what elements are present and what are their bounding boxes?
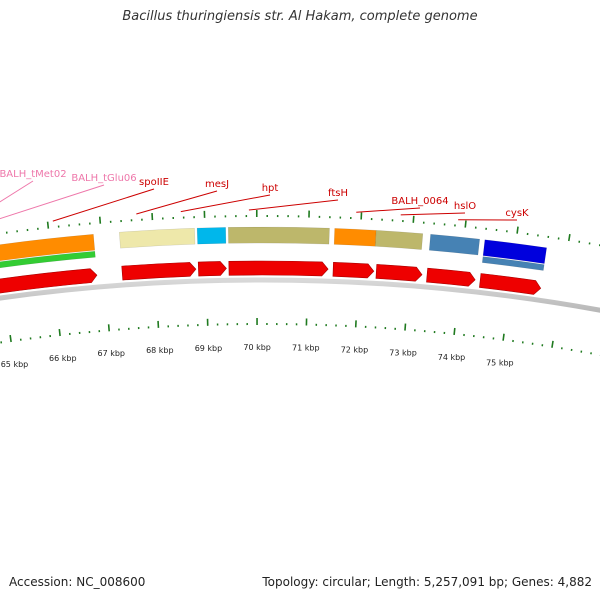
cds-arrow bbox=[0, 268, 98, 294]
scale-tick bbox=[9, 334, 12, 343]
domain-band bbox=[482, 239, 547, 264]
label-leader-line bbox=[136, 190, 218, 215]
feature-labels: BALH_tMet02 BALH_tGlu06 spoIIE mesJ hpt ftsH B… bbox=[0, 169, 529, 222]
scale-tick bbox=[46, 221, 50, 229]
scale-label: 66 kbp bbox=[49, 354, 77, 363]
cds-arrow bbox=[121, 262, 197, 281]
feature-label: ftsH bbox=[328, 188, 348, 199]
scale-label: 65 kbp bbox=[1, 360, 29, 369]
scale-labels: 65 kbp 66 kbp 67 kbp 68 kbp 69 kbp 70 kbp 71 k… bbox=[1, 343, 514, 369]
genome-summary-text: Topology: circular; Length: 5,257,091 bp… bbox=[262, 575, 592, 589]
feature-label: mesJ bbox=[205, 179, 229, 190]
scale-tick bbox=[404, 323, 407, 331]
genome-backbone bbox=[0, 277, 600, 313]
domain-band bbox=[227, 226, 330, 245]
domain-band bbox=[333, 228, 377, 247]
scale-tick bbox=[453, 327, 456, 336]
cds-arrow bbox=[375, 264, 423, 282]
accession-text: Accession: NC_008600 bbox=[9, 575, 146, 589]
label-leader-line bbox=[52, 188, 155, 222]
scale-tick bbox=[567, 234, 571, 242]
feature-label: hpt bbox=[262, 183, 279, 194]
domain-band bbox=[0, 234, 96, 262]
label-leader-line bbox=[356, 207, 421, 213]
cds-arrow bbox=[479, 273, 542, 295]
scale-label: 70 kbp bbox=[243, 343, 271, 352]
domain-band bbox=[428, 234, 480, 256]
scale-label: 67 kbp bbox=[98, 349, 126, 358]
feature-label: cysK bbox=[505, 208, 529, 219]
scale-label: 69 kbp bbox=[195, 344, 223, 353]
outer-tick-ring bbox=[5, 210, 600, 247]
domain-band bbox=[119, 227, 196, 249]
scale-label: 75 kbp bbox=[486, 358, 514, 367]
cds-arrow bbox=[332, 262, 375, 279]
cds-track bbox=[0, 260, 542, 295]
inner-tick-ring bbox=[0, 318, 600, 356]
cds-arrow bbox=[197, 261, 227, 277]
cds-arrow bbox=[426, 267, 476, 287]
feature-label: BALH_tGlu06 bbox=[71, 173, 136, 184]
scale-label: 68 kbp bbox=[146, 346, 174, 355]
scale-tick bbox=[412, 215, 415, 223]
label-leader-line bbox=[0, 180, 34, 203]
domain-band bbox=[196, 227, 227, 245]
label-leader-line bbox=[180, 194, 271, 213]
scale-tick bbox=[98, 216, 102, 224]
scale-label: 71 kbp bbox=[292, 344, 320, 353]
label-leader-line bbox=[0, 184, 105, 220]
feature-label: BALH_0064 bbox=[391, 196, 448, 207]
scale-tick bbox=[107, 324, 111, 332]
scale-tick bbox=[516, 226, 519, 234]
scale-tick bbox=[551, 340, 554, 348]
genome-title: Bacillus thuringiensis str. Al Hakam, co… bbox=[122, 9, 478, 24]
label-leader-line bbox=[400, 212, 466, 216]
label-leader-line bbox=[248, 199, 339, 211]
scale-label: 72 kbp bbox=[341, 345, 369, 354]
feature-label: hslO bbox=[454, 201, 476, 212]
domain-band bbox=[481, 256, 545, 271]
domain-band bbox=[375, 230, 424, 250]
scale-tick bbox=[58, 328, 61, 337]
scale-label: 73 kbp bbox=[389, 348, 417, 357]
feature-label: BALH_tMet02 bbox=[0, 169, 67, 180]
cds-arrow bbox=[228, 260, 329, 277]
scale-tick bbox=[502, 333, 505, 341]
scale-label: 74 kbp bbox=[438, 353, 466, 362]
feature-label: spoIIE bbox=[139, 177, 169, 188]
domain-band bbox=[0, 250, 96, 269]
scale-tick bbox=[464, 220, 467, 228]
domain-track bbox=[0, 226, 547, 271]
